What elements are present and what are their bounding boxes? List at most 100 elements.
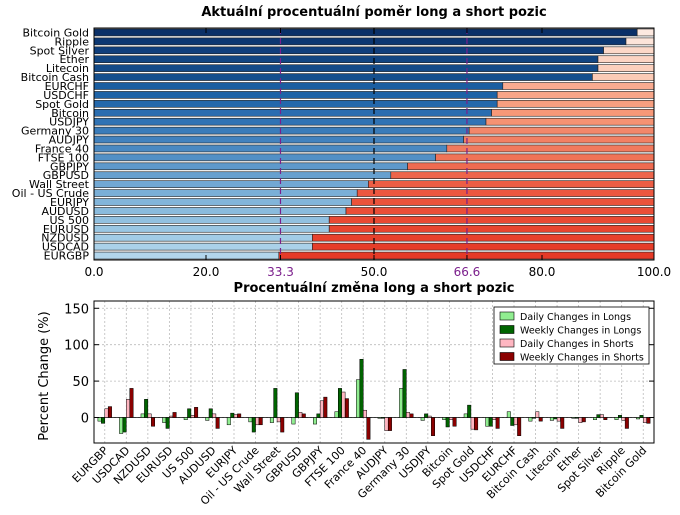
bar-daily-changes-in-longs-usdcad (119, 417, 124, 434)
category-label-audjpy: AUDJPY (49, 134, 90, 147)
bar-weekly-changes-in-longs-gbpusd (294, 392, 299, 418)
bar-daily-changes-in-longs-ripple (614, 417, 619, 420)
legend-swatch-weekly-changes-in-shorts (499, 352, 515, 361)
legend-box (493, 306, 650, 365)
category-label-eurchf: EURCHF (45, 80, 89, 93)
y-tick-label: 150 (64, 302, 89, 317)
bar-weekly-changes-in-shorts-us-500 (194, 407, 199, 418)
bar-daily-changes-in-longs-spot-gold (463, 413, 468, 418)
long-bar-gbpusd (93, 171, 392, 180)
bar-daily-changes-in-longs-bitcoin-cash (528, 417, 533, 422)
bar-daily-changes-in-longs-eurjpy (226, 417, 231, 426)
bar-weekly-changes-in-shorts-nzdusd (151, 417, 155, 427)
short-bar-usdchf (496, 91, 655, 99)
category-label-usdjpy: USDJPY (49, 116, 89, 129)
bar-weekly-changes-in-longs-audjpy (381, 417, 386, 419)
bar-daily-changes-in-shorts-audusd (212, 413, 217, 418)
bar-weekly-changes-in-shorts-bitcoin (452, 417, 457, 427)
bar-daily-changes-in-shorts-eurgbp (104, 408, 109, 418)
short-bar-ripple (625, 37, 655, 46)
bar-daily-changes-in-shorts-audjpy (384, 417, 389, 431)
top-chart-x-ticks: 0.0 20.0 33.3 50.0 66.6 80.0 100.0 (84, 28, 671, 279)
top-chart: Aktuální procentuální poměr long a short… (12, 5, 671, 279)
bar-weekly-changes-in-longs-ripple (617, 415, 622, 418)
bar-weekly-changes-in-longs-gbpjpy (316, 413, 321, 418)
bar-daily-changes-in-shorts-usdjpy (427, 415, 432, 418)
bar-daily-changes-in-longs-wall-street (269, 417, 274, 423)
bar-weekly-changes-in-shorts-oil-us-crude (258, 417, 263, 426)
category-label-bitcoin-cash: Bitcoin Cash (21, 71, 89, 84)
bar-weekly-changes-in-longs-ftse-100 (337, 388, 342, 418)
bar-weekly-changes-in-shorts-ripple (624, 417, 629, 429)
bar-weekly-changes-in-longs-usdjpy (424, 413, 429, 418)
bar-daily-changes-in-shorts-ripple (621, 417, 626, 421)
long-bar-spot-silver (93, 46, 604, 55)
x-tick-label: 20.0 (193, 265, 220, 279)
long-bar-oil-us-crude (93, 189, 358, 197)
bar-weekly-changes-in-longs-france-40 (359, 359, 364, 418)
short-bar-bitcoin-cash (592, 73, 655, 81)
short-bar-oil-us-crude (356, 189, 655, 197)
bar-daily-changes-in-shorts-eurjpy (233, 414, 238, 418)
short-bar-gbpusd (390, 171, 655, 180)
legend-swatch-daily-changes-in-shorts (499, 338, 515, 348)
long-bar-ripple (93, 37, 627, 46)
bar-weekly-changes-in-shorts-usdcad (129, 388, 134, 418)
category-label-eurgbp: EURGBP (44, 250, 90, 263)
long-bar-bitcoin (93, 108, 492, 117)
bar-weekly-changes-in-shorts-eurjpy (237, 413, 242, 418)
bar-weekly-changes-in-shorts-bitcoin-gold (646, 417, 651, 424)
bottom-chart-bars (97, 359, 651, 440)
category-label-eurusd: EURUSD (43, 223, 89, 236)
x-tick-label: 50.0 (361, 265, 388, 279)
bar-weekly-changes-in-shorts-ether (581, 417, 586, 423)
bar-weekly-changes-in-longs-eurgbp (101, 417, 106, 424)
bar-daily-changes-in-shorts-gbpjpy (319, 400, 324, 418)
category-label-france-40: France 40 (35, 142, 89, 155)
short-bar-eurusd (328, 224, 655, 233)
short-bar-litecoin (597, 64, 655, 72)
short-bar-gbpjpy (407, 162, 655, 171)
x-tick-label: 100.0 (637, 265, 671, 279)
bar-daily-changes-in-longs-usdjpy (420, 417, 425, 421)
category-label-eurjpy: EURJPY (50, 196, 89, 209)
category-label-spot-silver: Spot Silver (30, 44, 90, 57)
long-bar-germany-30 (93, 126, 470, 135)
long-bar-audjpy (93, 135, 464, 144)
category-label-ripple: Ripple (55, 35, 90, 48)
bar-weekly-changes-in-shorts-ftse-100 (344, 398, 349, 418)
bar-weekly-changes-in-shorts-audjpy (387, 417, 392, 431)
bar-daily-changes-in-shorts-bitcoin-gold (642, 417, 647, 423)
y-tick-label: 50 (72, 375, 89, 390)
category-label-bitcoin: Bitcoin (51, 107, 89, 120)
bar-weekly-changes-in-longs-litecoin (553, 417, 558, 420)
bar-weekly-changes-in-shorts-usdchf (495, 417, 500, 429)
bar-weekly-changes-in-longs-us-500 (187, 408, 192, 418)
short-bar-spot-gold (496, 100, 655, 108)
bar-weekly-changes-in-longs-wall-street (273, 388, 278, 418)
long-bar-us-500 (93, 216, 330, 224)
bar-weekly-changes-in-shorts-france-40 (366, 417, 371, 440)
bar-weekly-changes-in-longs-oil-us-crude (251, 417, 256, 433)
bar-daily-changes-in-shorts-bitcoin-cash (535, 411, 540, 418)
bar-daily-changes-in-shorts-france-40 (362, 409, 367, 418)
bar-daily-changes-in-longs-germany-30 (399, 388, 404, 418)
bar-daily-changes-in-longs-gbpjpy (313, 417, 317, 425)
short-bar-ether (597, 55, 655, 64)
bar-daily-changes-in-longs-us-500 (183, 417, 188, 420)
category-label-wall-street: Wall Street (29, 178, 90, 191)
bar-daily-changes-in-longs-audusd (205, 417, 210, 421)
bar-daily-changes-in-longs-usdchf (485, 417, 490, 427)
bar-daily-changes-in-shorts-eurchf (513, 417, 518, 426)
long-bar-france-40 (93, 144, 448, 153)
category-label-us-500: US 500 (49, 214, 89, 227)
bar-weekly-changes-in-longs-usdcad (122, 417, 127, 433)
bar-weekly-changes-in-shorts-gbpusd (301, 413, 306, 418)
long-bar-usdchf (93, 91, 498, 99)
bar-weekly-changes-in-shorts-eurchf (517, 417, 522, 436)
bar-weekly-changes-in-longs-eurjpy (230, 412, 235, 418)
bar-daily-changes-in-shorts-nzdusd (147, 413, 152, 418)
bar-daily-changes-in-longs-ftse-100 (334, 411, 339, 418)
